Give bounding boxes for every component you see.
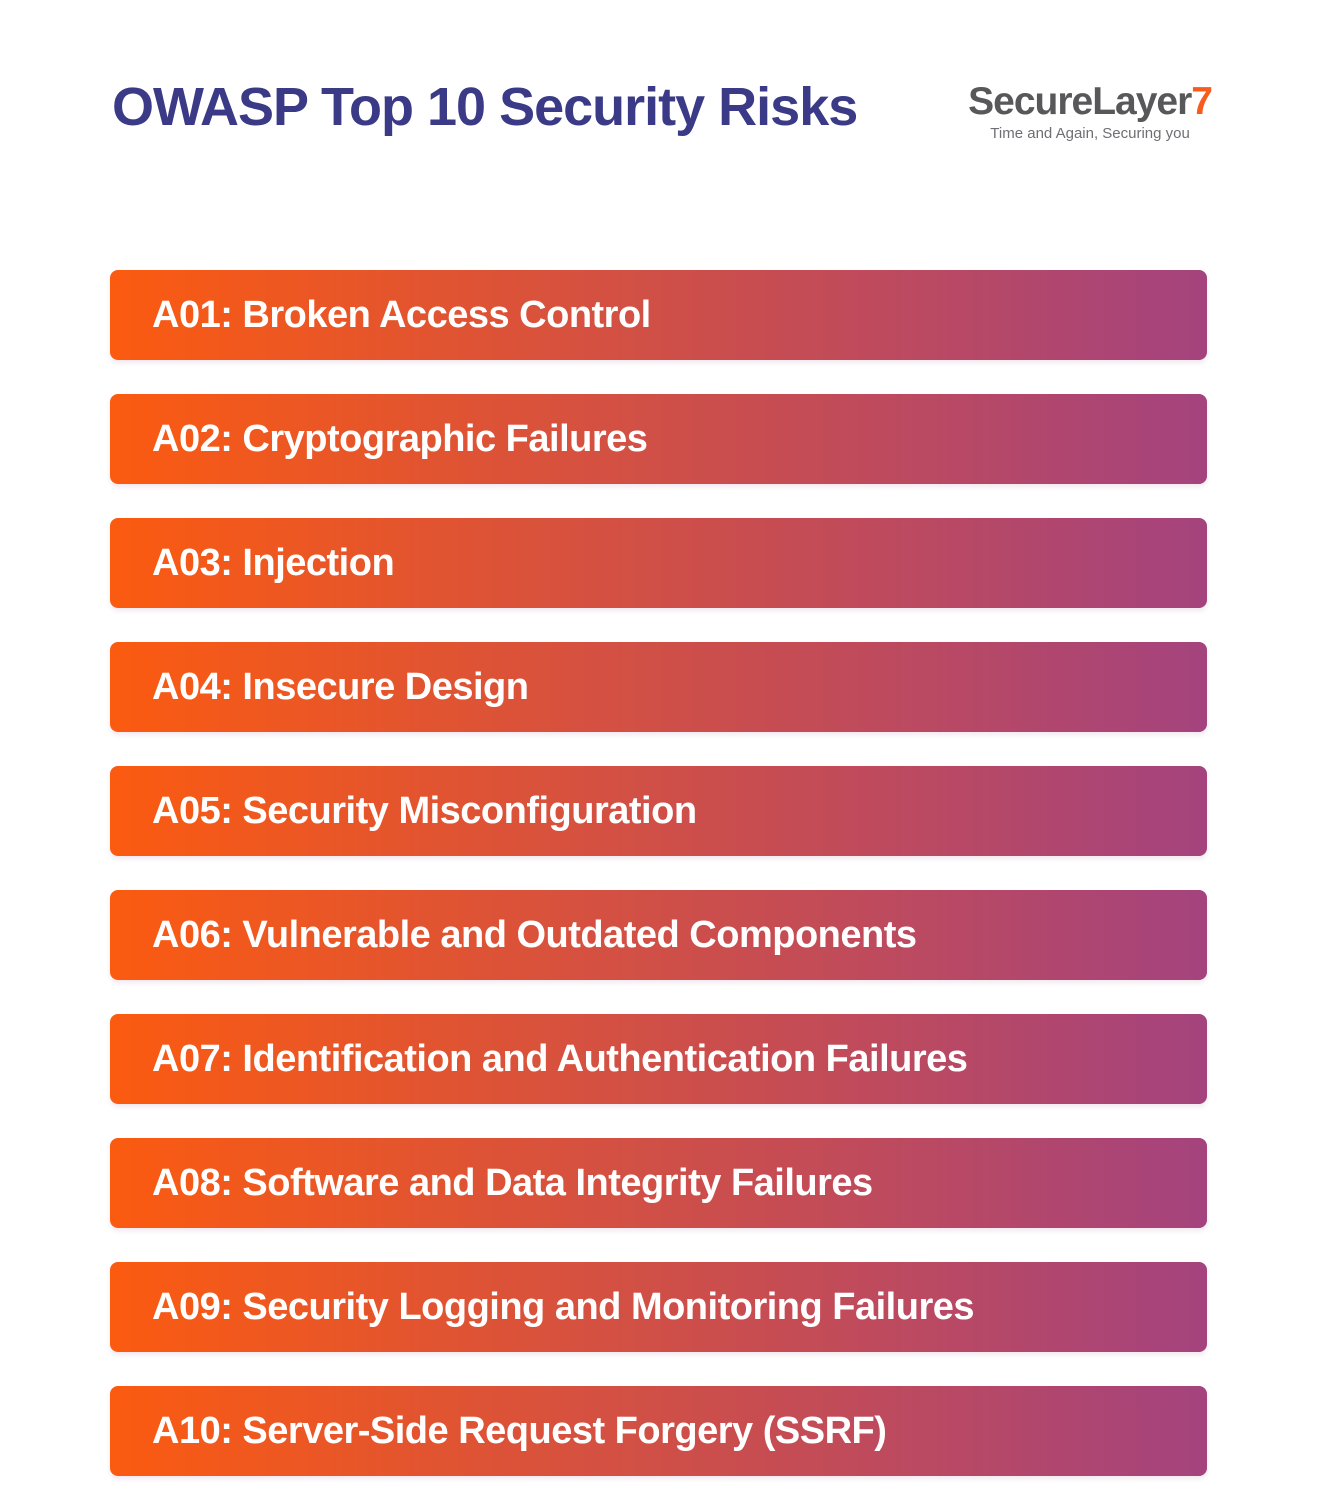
logo-wordmark: SecureLayer7 [968, 80, 1213, 123]
risk-bar-a08: A08: Software and Data Integrity Failure… [110, 1138, 1207, 1228]
logo-brand-text: SecureLayer [968, 80, 1192, 123]
risk-bar-label: A08: Software and Data Integrity Failure… [152, 1161, 873, 1204]
risk-bar-label: A03: Injection [152, 541, 395, 584]
header: OWASP Top 10 Security Risks SecureLayer7… [112, 77, 1213, 142]
risk-bar-label: A09: Security Logging and Monitoring Fai… [152, 1285, 975, 1328]
infographic-page: OWASP Top 10 Security Risks SecureLayer7… [0, 77, 1320, 1499]
logo-tagline: Time and Again, Securing you [990, 125, 1190, 142]
risk-bar-a10: A10: Server-Side Request Forgery (SSRF) [110, 1386, 1207, 1476]
risk-bar-a05: A05: Security Misconfiguration [110, 766, 1207, 856]
risk-bar-list: A01: Broken Access Control A02: Cryptogr… [110, 270, 1207, 1476]
risk-bar-a04: A04: Insecure Design [110, 642, 1207, 732]
risk-bar-label: A06: Vulnerable and Outdated Components [152, 913, 917, 956]
risk-bar-label: A07: Identification and Authentication F… [152, 1037, 968, 1080]
risk-bar-a09: A09: Security Logging and Monitoring Fai… [110, 1262, 1207, 1352]
risk-bar-label: A04: Insecure Design [152, 665, 529, 708]
risk-bar-label: A05: Security Misconfiguration [152, 789, 697, 832]
risk-bar-a07: A07: Identification and Authentication F… [110, 1014, 1207, 1104]
logo-brand-accent: 7 [1191, 80, 1213, 123]
risk-bar-a06: A06: Vulnerable and Outdated Components [110, 890, 1207, 980]
risk-bar-a02: A02: Cryptographic Failures [110, 394, 1207, 484]
risk-bar-label: A10: Server-Side Request Forgery (SSRF) [152, 1409, 887, 1452]
risk-bar-label: A02: Cryptographic Failures [152, 417, 648, 460]
securelayer7-logo: SecureLayer7 Time and Again, Securing yo… [968, 80, 1213, 142]
risk-bar-a01: A01: Broken Access Control [110, 270, 1207, 360]
page-title: OWASP Top 10 Security Risks [112, 77, 858, 137]
risk-bar-a03: A03: Injection [110, 518, 1207, 608]
risk-bar-label: A01: Broken Access Control [152, 293, 651, 336]
